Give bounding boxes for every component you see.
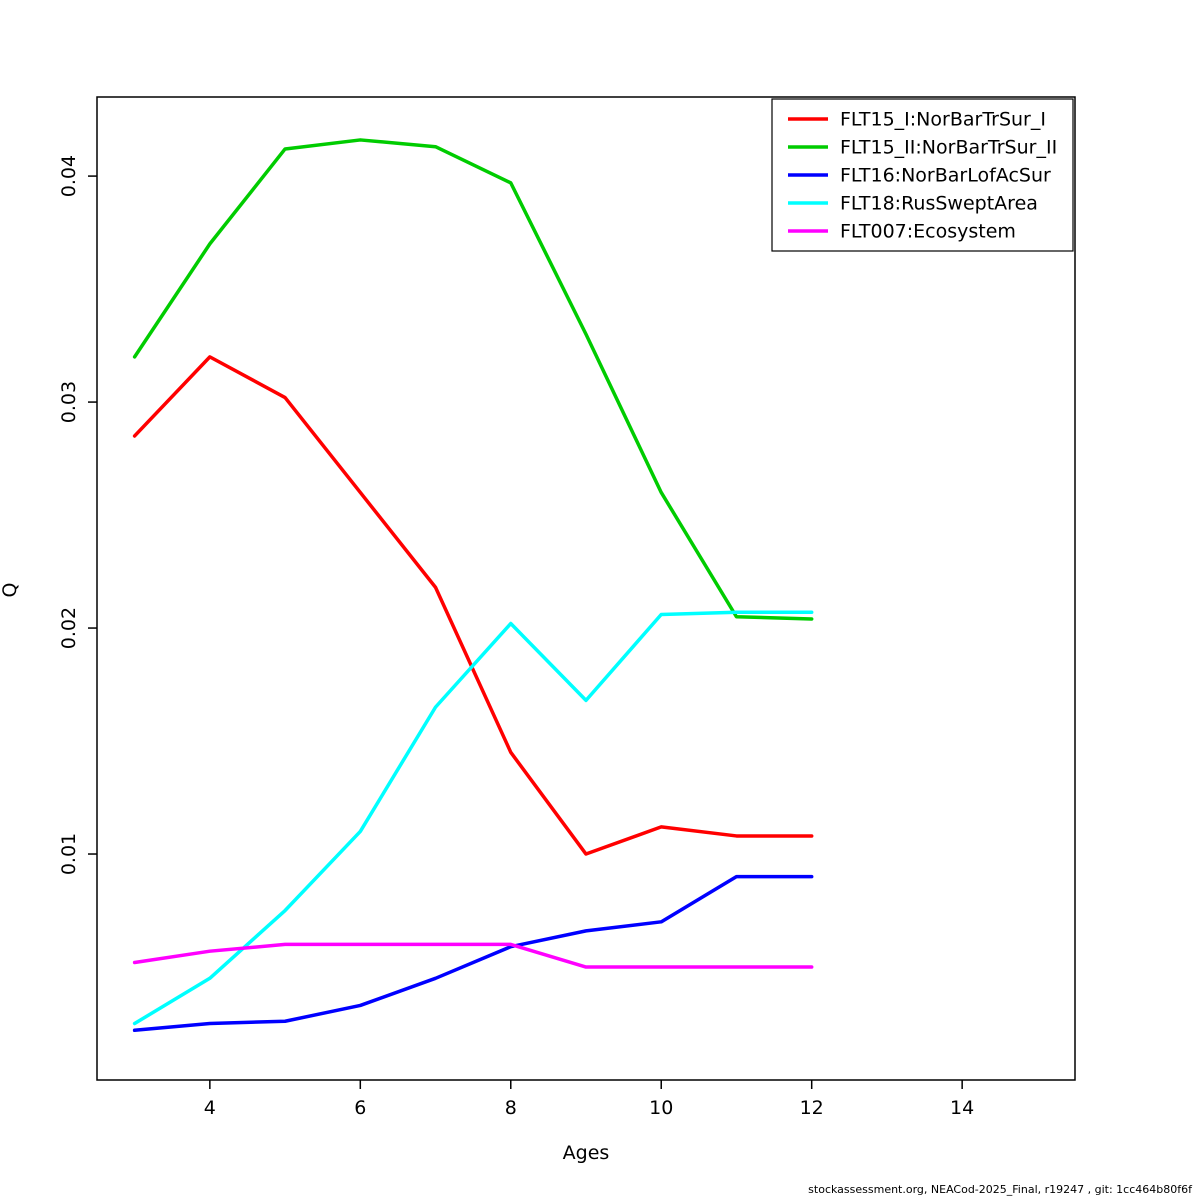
y-tick-label: 0.02 — [58, 607, 80, 649]
series-line-FLT15_I — [132, 355, 814, 856]
x-tick-label: 8 — [505, 1097, 517, 1119]
legend-label-FLT18: FLT18:RusSweptArea — [840, 193, 1038, 215]
series-line-FLT007 — [132, 942, 814, 969]
x-tick-label: 12 — [800, 1097, 824, 1119]
y-axis-title: Q — [0, 582, 21, 598]
x-tick-label: 4 — [204, 1097, 216, 1119]
x-tick-label: 14 — [950, 1097, 974, 1119]
series-line-FLT18 — [132, 610, 814, 1026]
legend-label-FLT15_I: FLT15_I:NorBarTrSur_I — [840, 109, 1046, 131]
series-line-FLT16 — [132, 874, 814, 1033]
series-line-FLT15_II — [132, 138, 814, 621]
legend-label-FLT007: FLT007:Ecosystem — [840, 221, 1016, 243]
legend-label-FLT15_II: FLT15_II:NorBarTrSur_II — [840, 137, 1057, 159]
y-tick-label: 0.04 — [58, 155, 80, 197]
legend-label-FLT16: FLT16:NorBarLofAcSur — [840, 165, 1051, 187]
x-axis-title: Ages — [562, 1142, 610, 1164]
footer-attribution: stockassessment.org, NEACod-2025_Final, … — [808, 1183, 1192, 1196]
x-tick-label: 10 — [649, 1097, 673, 1119]
plot-box — [96, 96, 1076, 1081]
x-tick-label: 6 — [354, 1097, 366, 1119]
y-tick-label: 0.01 — [58, 833, 80, 875]
y-tick-label: 0.03 — [58, 381, 80, 423]
